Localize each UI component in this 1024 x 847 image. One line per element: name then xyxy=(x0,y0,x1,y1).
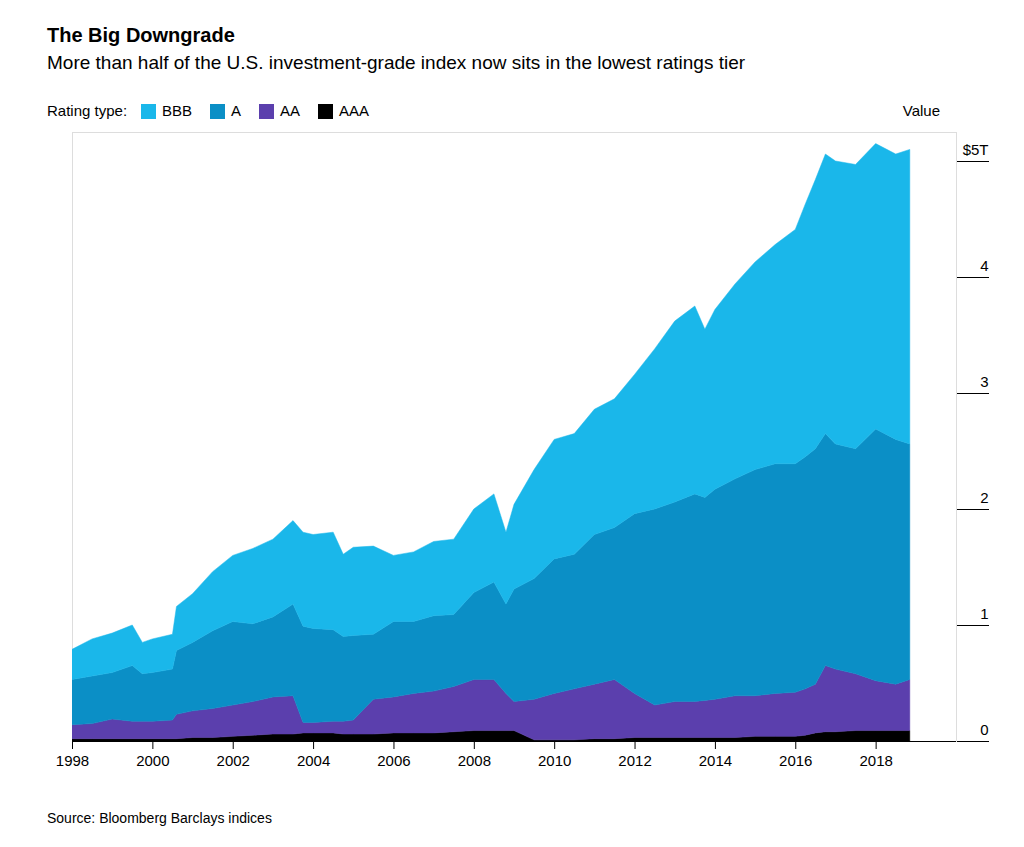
svg-text:1: 1 xyxy=(980,605,988,622)
svg-text:3: 3 xyxy=(980,373,988,390)
svg-text:2000: 2000 xyxy=(136,752,169,769)
html-text:The Big Downgrade: The Big Downgrade xyxy=(47,24,235,46)
svg-text:2004: 2004 xyxy=(297,752,330,769)
svg-text:2016: 2016 xyxy=(779,752,812,769)
html-text:AA: AA xyxy=(280,102,301,119)
html-text:Rating type:: Rating type: xyxy=(47,102,127,119)
svg-text:1998: 1998 xyxy=(56,752,89,769)
html-text:Value: Value xyxy=(902,102,940,119)
svg-text:$5T: $5T xyxy=(963,141,989,158)
svg-text:2006: 2006 xyxy=(377,752,410,769)
html-text:More than half of the U.S. inv: More than half of the U.S. investment-gr… xyxy=(47,52,746,73)
svg-text:2012: 2012 xyxy=(618,752,651,769)
html-text:A: A xyxy=(231,102,242,119)
svg-text:2010: 2010 xyxy=(538,752,571,769)
svg-text:2: 2 xyxy=(980,489,988,506)
svg-text:0: 0 xyxy=(980,721,988,738)
svg-text:4: 4 xyxy=(980,257,988,274)
svg-text:2018: 2018 xyxy=(859,752,892,769)
html-text:BBB: BBB xyxy=(162,102,193,119)
html-text:AAA: AAA xyxy=(339,102,370,119)
svg-text:2002: 2002 xyxy=(217,752,250,769)
svg-text:2014: 2014 xyxy=(699,752,732,769)
html-text:Source: Bloomberg Barclays ind: Source: Bloomberg Barclays indices xyxy=(47,810,272,826)
svg-text:2008: 2008 xyxy=(458,752,491,769)
